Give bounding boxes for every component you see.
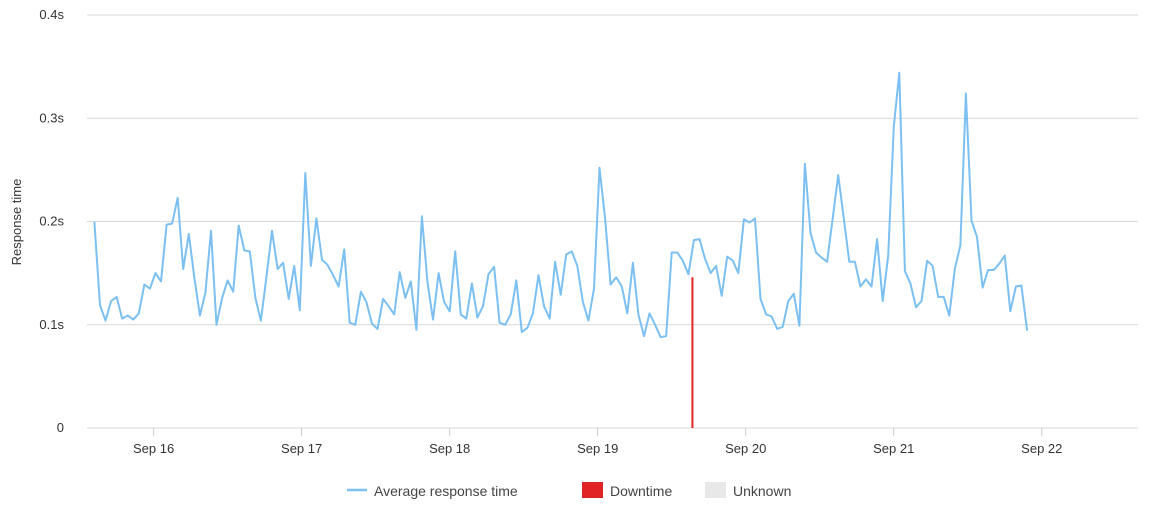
legend-label: Average response time [374,483,518,499]
y-tick-label: 0.2s [39,214,64,229]
y-tick-label: 0.3s [39,110,64,125]
y-tick-label: 0 [57,420,64,435]
series-line-average-response-time [93,71,1028,339]
legend-item[interactable]: Unknown [705,482,791,499]
y-tick-label: 0.1s [39,317,64,332]
x-tick-label: Sep 22 [1021,441,1062,456]
legend-label: Unknown [733,483,791,499]
x-tick-label: Sep 16 [133,441,174,456]
legend-item[interactable]: Downtime [582,482,672,499]
y-tick-label: 0.4s [39,7,64,22]
legend-swatch [705,482,726,498]
x-tick-label: Sep 18 [429,441,470,456]
grid-layer [87,14,1138,429]
x-tick-label: Sep 20 [725,441,766,456]
legend[interactable]: Average response time Downtime Unknown [347,482,791,499]
x-tick-label: Sep 17 [281,441,322,456]
x-axis: Sep 16 Sep 17 Sep 18 Sep 19 Sep 20 Sep 21 Sep … [133,428,1062,456]
series-layer [93,71,1028,339]
legend-label: Downtime [610,483,672,499]
x-tick-label: Sep 21 [873,441,914,456]
y-axis-title: Response time [9,179,24,266]
legend-swatch [582,482,603,498]
x-tick-label: Sep 19 [577,441,618,456]
y-axis: 0 0.1s 0.2s 0.3s 0.4s [39,7,64,435]
legend-item[interactable]: Average response time [347,483,518,499]
